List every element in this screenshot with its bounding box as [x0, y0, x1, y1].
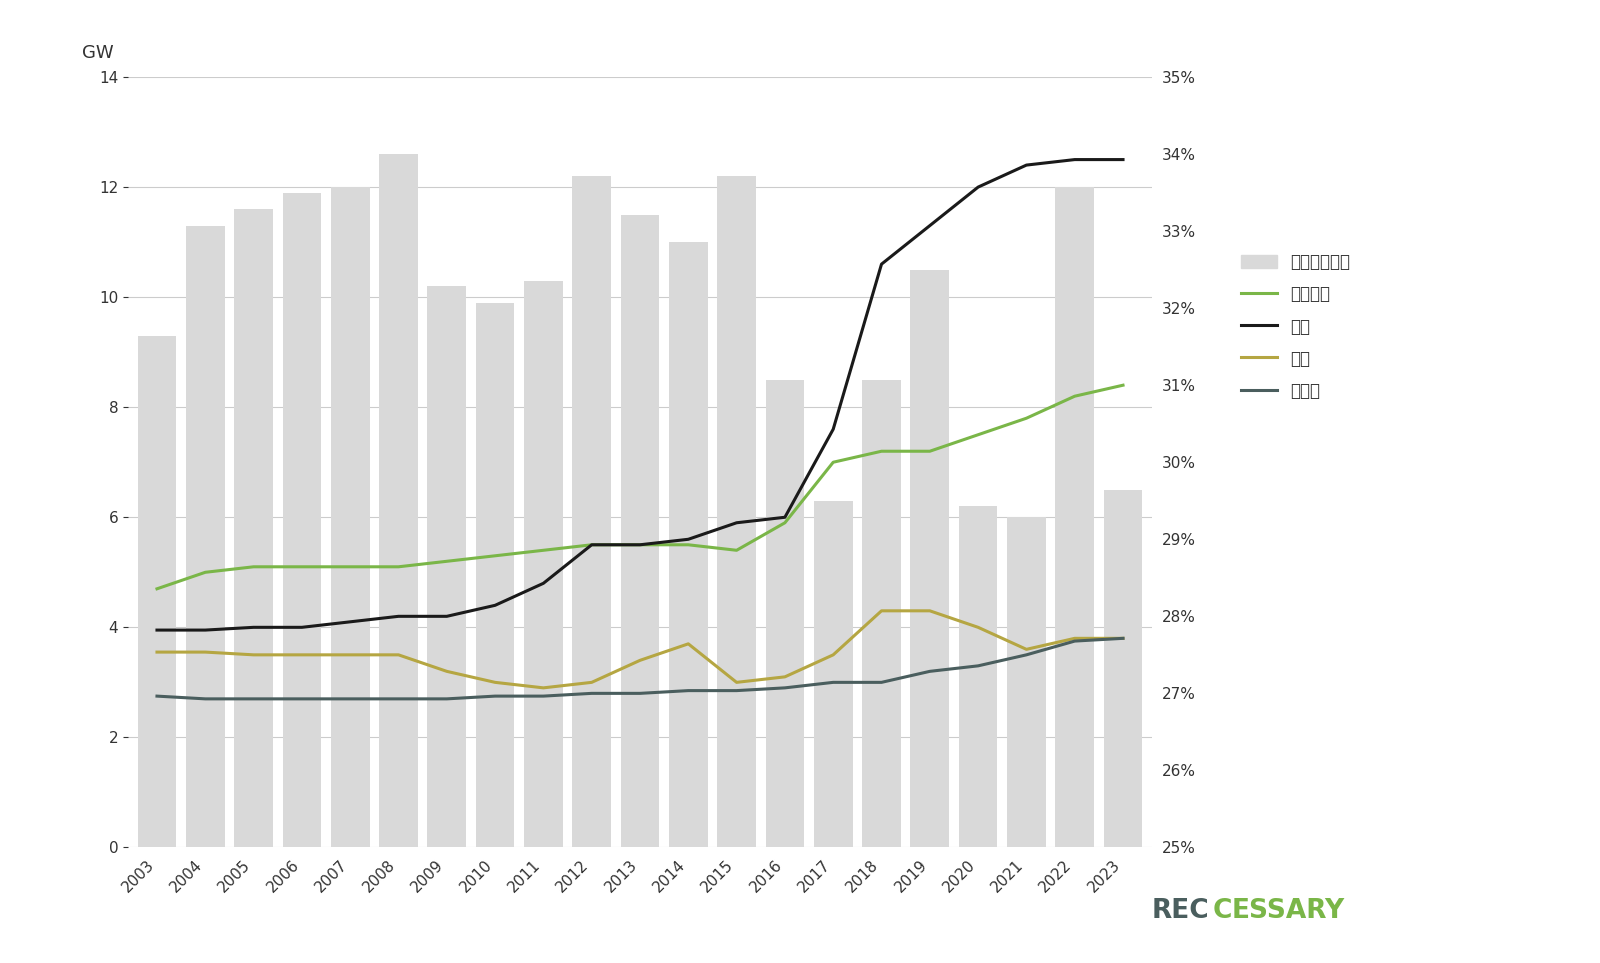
Text: ESSARY: ESSARY: [1232, 898, 1346, 924]
Bar: [427, 286, 466, 847]
Bar: [186, 225, 224, 847]
Bar: [573, 176, 611, 847]
Bar: [862, 379, 901, 847]
Bar: [1104, 490, 1142, 847]
Text: GW: GW: [82, 43, 114, 62]
Bar: [283, 193, 322, 847]
Bar: [379, 154, 418, 847]
Bar: [1006, 517, 1046, 847]
Bar: [958, 507, 997, 847]
Text: REC: REC: [1152, 898, 1210, 924]
Bar: [475, 302, 515, 847]
Bar: [717, 176, 755, 847]
Legend: 再生能源估比, 再生能源, 煞炭, 石油, 天然氣: 再生能源估比, 再生能源, 煞炭, 石油, 天然氣: [1234, 247, 1357, 406]
Bar: [234, 209, 274, 847]
Bar: [669, 242, 707, 847]
Bar: [138, 336, 176, 847]
Bar: [621, 215, 659, 847]
Bar: [765, 379, 805, 847]
Bar: [910, 270, 949, 847]
Text: C: C: [1213, 898, 1232, 924]
Bar: [331, 187, 370, 847]
Bar: [814, 501, 853, 847]
Bar: [525, 280, 563, 847]
Bar: [1056, 187, 1094, 847]
